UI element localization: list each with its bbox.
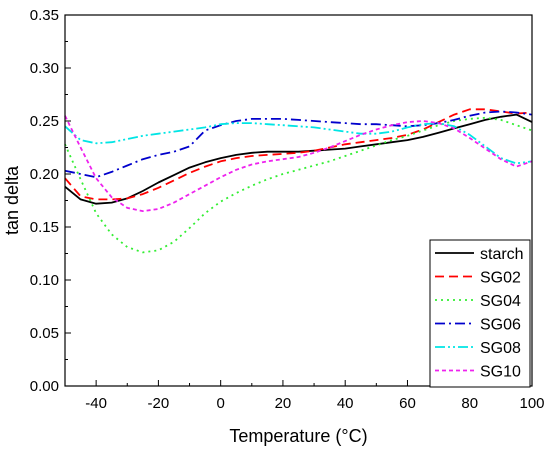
x-tick-label: 0: [216, 395, 224, 412]
series-line-SG10: [64, 115, 533, 213]
x-tick-label: -40: [85, 395, 107, 412]
y-axis-label: tan delta: [2, 165, 22, 235]
legend-label: SG04: [480, 293, 521, 310]
legend-label: SG08: [480, 340, 521, 357]
y-tick-label: 0.00: [30, 378, 59, 395]
x-tick-label: 20: [275, 395, 292, 412]
legend-label: starch: [480, 246, 524, 263]
legend: starch SG02 SG04 SG06 SG08 SG10: [429, 239, 531, 388]
x-tick-label: -20: [148, 395, 170, 412]
plot-frame: [64, 14, 533, 387]
series-line-SG04: [64, 116, 533, 254]
series-line-SG02: [64, 108, 533, 201]
series-line-SG06: [64, 110, 533, 179]
plot-area: [64, 108, 533, 254]
y-tick-label: 0.05: [30, 325, 59, 342]
x-tick-label: 100: [519, 395, 544, 412]
x-axis-label: Temperature (°C): [229, 426, 367, 446]
legend-label: SG10: [480, 364, 521, 381]
y-tick-label: 0.35: [30, 7, 59, 24]
legend-box: [429, 239, 531, 388]
y-tick-label: 0.30: [30, 60, 59, 77]
y-tick-label: 0.15: [30, 219, 59, 236]
x-tick-label: 60: [399, 395, 416, 412]
y-tick-label: 0.10: [30, 272, 59, 289]
legend-label: SG02: [480, 270, 521, 287]
x-tick-label: 40: [337, 395, 354, 412]
legend-label: SG06: [480, 317, 521, 334]
y-tick-label: 0.20: [30, 166, 59, 183]
axis-ticks: -40 -20 0 20 40 60 80 100 0.00 0.05 0.10 0.15 0.20 0.…: [30, 7, 545, 412]
x-tick-label: 80: [461, 395, 478, 412]
series-line-starch: [64, 113, 533, 205]
y-tick-label: 0.25: [30, 113, 59, 130]
series-line-SG08: [64, 122, 533, 165]
